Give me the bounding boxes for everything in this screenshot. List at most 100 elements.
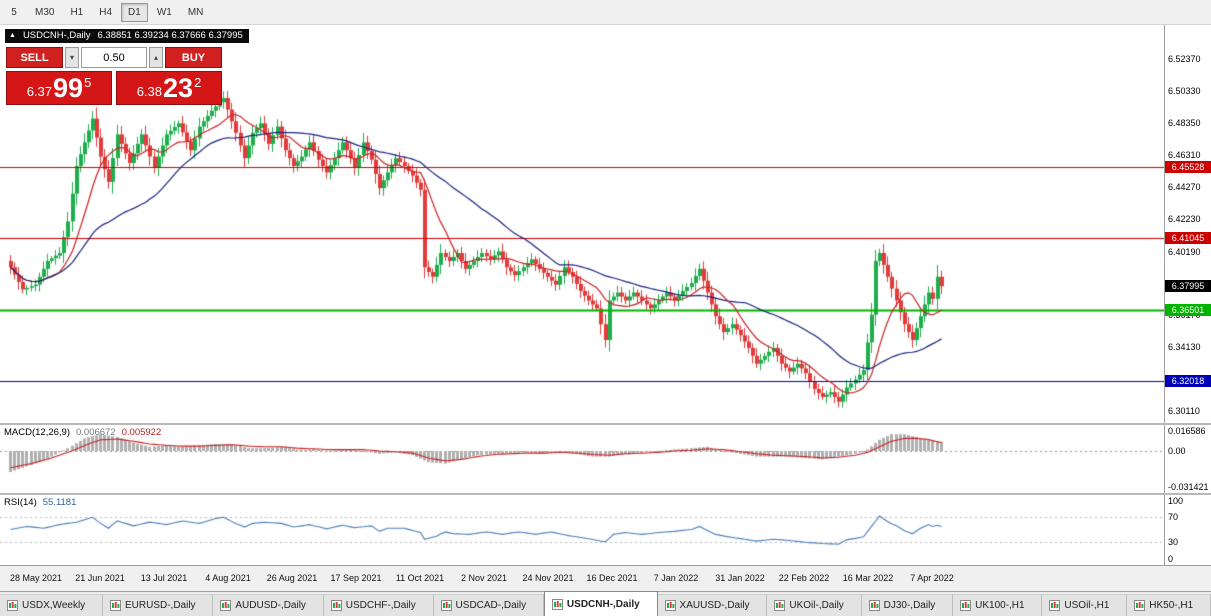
timeframe-button-m30[interactable]: M30 [35,6,55,18]
rsi-axis[interactable]: 100 70 30 0 [1164,495,1211,565]
tab-label: XAUUSD-,Daily [679,600,750,611]
sell-price-pips: 99 [53,73,84,103]
tab-label: USDCAD-,Daily [455,600,527,611]
buy-price-tile[interactable]: 6.38 23 2 [116,71,222,105]
x-axis-label: 11 Oct 2021 [395,573,445,583]
timeframe-button-mn[interactable]: MN [187,6,204,18]
price-axis[interactable]: 6.52370 6.50330 6.48350 6.46310 6.44270 6.422… [1164,25,1211,423]
tab-label: EURUSD-,Daily [124,600,196,611]
rsi-tick-label: 100 [1168,496,1184,506]
x-axis-label: 2 Nov 2021 [460,573,508,583]
level-price-badge: 6.32018 [1165,375,1211,387]
x-axis-label: 28 May 2021 [9,573,63,583]
price-tick-label: 6.46310 [1168,150,1201,160]
rsi-tick-label: 70 [1168,512,1179,522]
x-axis-label: 26 Aug 2021 [266,573,318,583]
macd-axis[interactable]: 0.016586 0.00 -0.031421 [1164,425,1211,493]
x-axis-label: 24 Nov 2021 [522,573,574,583]
macd-panel: MACD(12,26,9) 0.006672 0.005922 0.016586… [0,425,1211,493]
chart-tab-usdx-weekly[interactable]: USDX,Weekly [0,594,103,616]
x-axis-label: 7 Jan 2022 [653,573,699,583]
expand-arrow-icon[interactable]: ▲ [9,32,16,39]
mini-chart-icon [7,600,18,611]
chart-tab-audusd-daily[interactable]: AUDUSD-,Daily [213,594,324,616]
x-axis-label: 13 Jul 2021 [140,573,188,583]
main-plot[interactable]: ▲ USDCNH-,Daily 6.38851 6.39234 6.37666 … [0,25,1164,423]
chart-tabs-bar: USDX,Weekly EURUSD-,Daily AUDUSD-,Daily USD… [0,591,1211,616]
price-tick-label: 6.48350 [1168,118,1201,128]
chart-tab-usoil-h1[interactable]: USOil-,H1 [1042,594,1128,616]
price-tick-label: 6.42230 [1168,214,1201,224]
one-click-trading-widget: SELL ▾ ▴ BUY 6.37 99 5 6.38 23 2 [6,47,222,105]
chart-tab-dj30-daily[interactable]: DJ30-,Daily [861,594,954,616]
panel-splitter[interactable] [0,493,1211,495]
price-tick-label: 6.40190 [1168,247,1201,257]
chart-tab-xauusd-daily[interactable]: XAUUSD-,Daily [657,594,768,616]
mini-chart-icon [1134,600,1146,611]
rsi-plot[interactable]: RSI(14) 55.1181 [0,495,1164,565]
macd-value-main: 0.006672 [76,427,116,438]
chart-tab-eurusd-daily[interactable]: EURUSD-,Daily [102,594,214,616]
mini-chart-icon [440,600,452,611]
timeframe-button-5[interactable]: 5 [11,6,17,18]
chart-tab-usdchf-daily[interactable]: USDCHF-,Daily [323,594,434,616]
chart-tab-uk100-h1[interactable]: UK100-,H1 [953,594,1043,616]
volume-input[interactable] [81,47,147,68]
mini-chart-icon [551,598,563,610]
volume-increase-button[interactable]: ▴ [149,47,163,68]
chart-tab-hk50-h1[interactable]: HK50-,H1 [1127,594,1211,616]
x-axis-label: 31 Jan 2022 [715,573,765,583]
price-tick-label: 6.50330 [1168,86,1201,96]
rsi-canvas[interactable] [0,495,1164,565]
macd-canvas[interactable] [0,425,1164,493]
level-price-badge: 6.41045 [1165,232,1211,244]
tab-label: HK50-,H1 [1149,600,1194,611]
price-tick-label: 6.44270 [1168,182,1201,192]
chart-tab-usdcnh-daily[interactable]: USDCNH-,Daily [543,591,658,616]
sell-button[interactable]: SELL [6,47,63,68]
mini-chart-icon [960,600,972,611]
chart-tab-usdcad-daily[interactable]: USDCAD-,Daily [433,594,544,616]
rsi-tick-label: 30 [1168,537,1179,547]
macd-value-signal: 0.005922 [121,427,162,438]
x-axis-label: 22 Feb 2022 [778,573,830,583]
buy-price-point: 2 [194,75,202,90]
timeframe-toolbar: 5 M30 H1 H4 D1 W1 MN [0,0,1211,25]
sell-price-tile[interactable]: 6.37 99 5 [6,71,112,105]
chart-symbol-label: USDCNH-,Daily [22,30,91,41]
tab-label: UK100-,H1 [975,600,1025,611]
x-axis-label: 16 Dec 2021 [586,573,638,583]
rsi-label: RSI(14) 55.1181 [4,497,76,508]
rsi-tick-label: 0 [1168,554,1174,564]
volume-decrease-button[interactable]: ▾ [65,47,79,68]
timeframe-button-w1[interactable]: W1 [156,6,172,18]
rsi-value: 55.1181 [42,497,77,508]
time-axis[interactable]: 28 May 2021 21 Jun 2021 13 Jul 2021 4 Aug 2… [0,565,1211,591]
macd-tick-label: 0.00 [1168,446,1186,456]
macd-label: MACD(12,26,9) 0.006672 0.005922 [4,427,161,438]
tab-label: USDCHF-,Daily [345,600,416,611]
macd-name: MACD(12,26,9) [4,427,70,438]
macd-tick-label: 0.016586 [1168,426,1206,436]
level-price-badge: 6.45528 [1165,161,1211,173]
buy-button[interactable]: BUY [165,47,222,68]
rsi-name: RSI(14) [4,497,37,508]
current-price-badge: 6.37995 [1165,280,1211,292]
macd-plot[interactable]: MACD(12,26,9) 0.006672 0.005922 [0,425,1164,493]
chart-tab-ukoil-daily[interactable]: UKOil-,Daily [767,594,862,616]
price-tick-label: 6.52370 [1168,54,1201,64]
tab-label: USOil-,H1 [1064,600,1110,611]
timeframe-button-h4[interactable]: H4 [99,6,113,18]
tab-label: UKOil-,Daily [789,600,844,611]
mini-chart-icon [220,600,232,611]
timeframe-button-h1[interactable]: H1 [70,6,84,18]
tab-label: AUDUSD-,Daily [235,600,306,611]
level-price-badge: 6.36501 [1165,304,1211,316]
main-chart-panel: ▲ USDCNH-,Daily 6.38851 6.39234 6.37666 … [0,25,1211,423]
timeframe-button-d1[interactable]: D1 [121,2,148,22]
rsi-panel: RSI(14) 55.1181 100 70 30 0 [0,495,1211,565]
panel-splitter[interactable] [0,423,1211,425]
x-axis-label: 16 Mar 2022 [842,573,894,583]
mini-chart-icon [664,600,676,611]
